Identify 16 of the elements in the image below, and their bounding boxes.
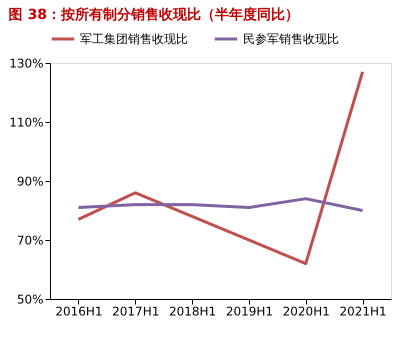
legend-label: 军工集团销售收现比 xyxy=(80,32,188,46)
y-tick-label: 50% xyxy=(16,292,44,306)
y-tick-label: 110% xyxy=(9,116,44,130)
y-tick-label: 130% xyxy=(9,56,44,70)
x-tick-label: 2019H1 xyxy=(226,304,274,318)
legend-label: 民参军销售收现比 xyxy=(243,32,339,46)
y-tick-label: 70% xyxy=(16,234,44,248)
x-tick-label: 2021H1 xyxy=(339,304,387,318)
x-tick-label: 2017H1 xyxy=(112,304,160,318)
line-series xyxy=(76,70,364,266)
x-tick-label: 2020H1 xyxy=(282,304,330,318)
y-tick-label: 90% xyxy=(16,174,44,188)
chart-title: 图 38：按所有制分销售收现比（半年度同比） xyxy=(8,6,300,23)
x-tick-label: 2016H1 xyxy=(55,304,103,318)
line-series xyxy=(76,197,364,212)
x-tick-label: 2018H1 xyxy=(168,304,216,318)
